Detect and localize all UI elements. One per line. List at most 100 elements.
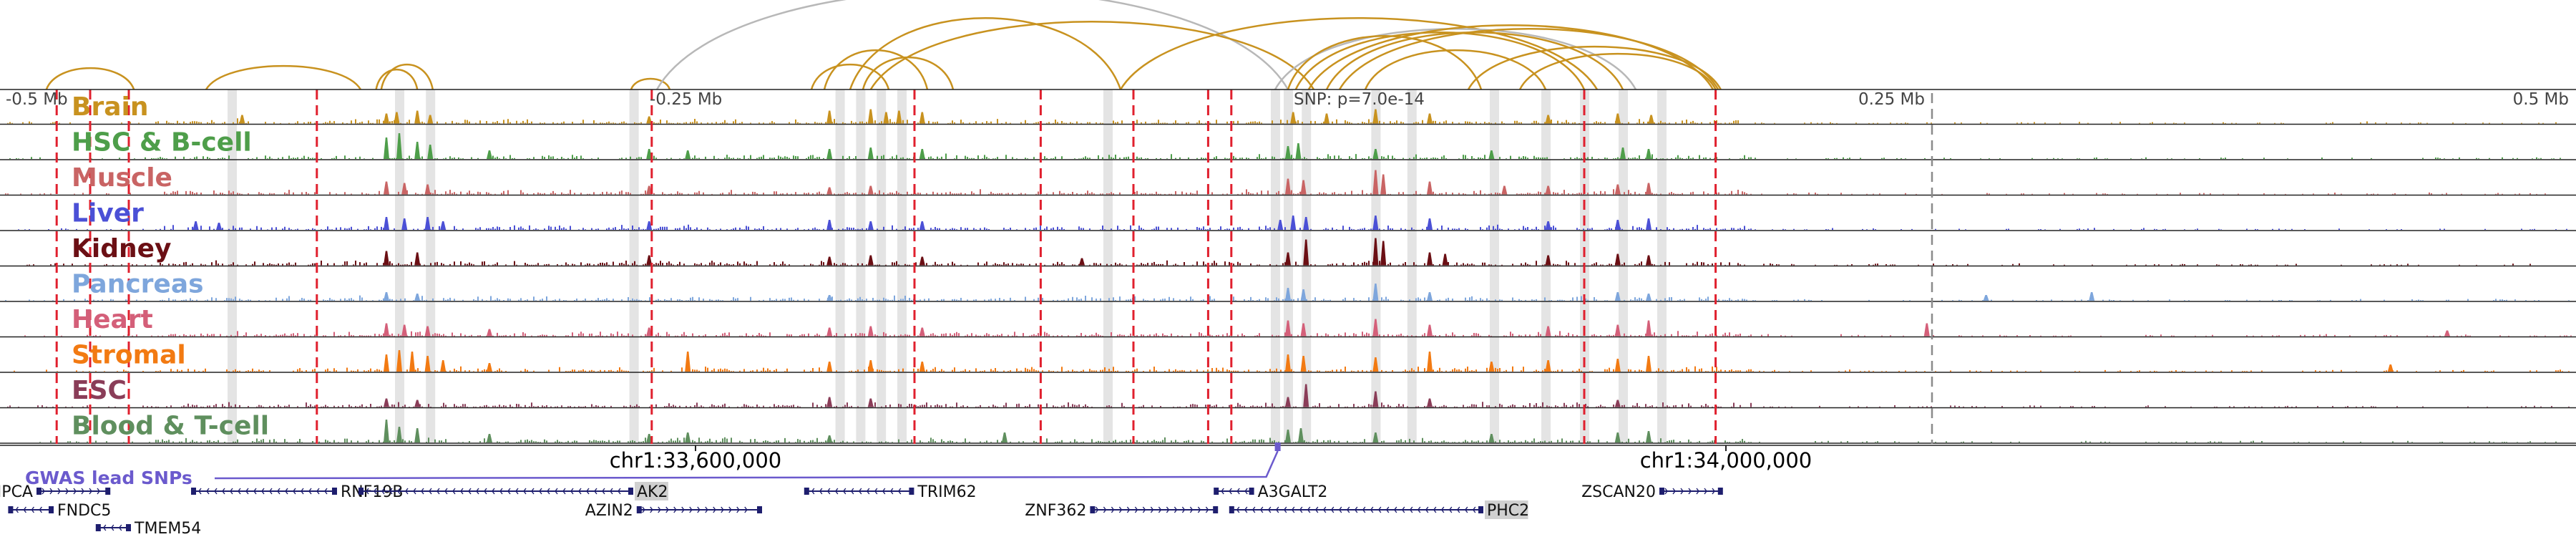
signal-peak	[1285, 354, 1291, 372]
loops-layer	[45, 0, 1722, 90]
signal-peak	[394, 112, 400, 124]
signal-peak	[1501, 185, 1508, 195]
signal-peak	[1380, 174, 1387, 195]
signal-peak	[1442, 253, 1448, 266]
signal-peak	[414, 400, 421, 407]
gene-exon	[1214, 488, 1219, 495]
highlight-band	[835, 90, 845, 444]
track-signal	[7, 402, 2570, 407]
gene-label: HPCA	[0, 483, 33, 501]
signal-peak	[685, 432, 691, 442]
signal-peak	[1298, 428, 1304, 442]
signal-peak	[685, 150, 691, 159]
loop-arc	[1119, 17, 1599, 90]
signal-peak	[2444, 330, 2450, 337]
highlight-band	[228, 90, 237, 444]
gene-label: ZNF362	[1025, 502, 1086, 520]
signal-peak	[440, 360, 447, 372]
signal-peak	[1545, 185, 1551, 195]
signal-peak	[2387, 364, 2394, 372]
gene-exon	[358, 488, 364, 495]
loop-arc	[823, 49, 929, 90]
highlight-band	[897, 90, 907, 444]
track-label: Liver	[72, 199, 144, 228]
loop-arc	[380, 64, 434, 90]
signal-peak	[883, 112, 889, 124]
highlight-band	[1271, 90, 1280, 444]
track-kidney	[0, 238, 2576, 267]
signal-peak	[867, 147, 874, 159]
signal-peak	[401, 218, 408, 230]
signal-peak	[1614, 220, 1621, 230]
signal-peak	[1285, 252, 1291, 266]
signal-peak	[1646, 255, 1652, 266]
highlight-band	[1284, 90, 1293, 444]
signal-peak	[1614, 184, 1621, 195]
gene-hpca: HPCA	[0, 483, 111, 501]
signal-peak	[384, 323, 389, 337]
strand-arrows	[102, 524, 122, 531]
signal-peak	[487, 329, 492, 337]
gene-highlight	[1485, 500, 1528, 519]
gene-exon	[804, 488, 809, 495]
track-brain	[0, 109, 2576, 125]
signal-peak	[1372, 391, 1379, 407]
signal-peak	[867, 185, 874, 195]
loop-arc	[862, 57, 955, 90]
gene-label: TRIM62	[917, 483, 976, 501]
gene-znf362: ZNF362	[1025, 502, 1219, 520]
loop-arc	[630, 77, 671, 90]
signal-peak	[1614, 324, 1621, 337]
loop-arc	[1518, 53, 1717, 90]
signal-peak	[1303, 384, 1309, 407]
signal-peak	[826, 435, 833, 442]
track-label: ESC	[72, 376, 127, 405]
highlight-band	[1541, 90, 1551, 444]
signal-peak	[1079, 258, 1085, 266]
signal-peak	[1372, 109, 1379, 124]
gwas-label: GWAS lead SNPs	[25, 468, 192, 488]
signal-peak	[1324, 113, 1330, 124]
signal-peak	[919, 256, 925, 266]
gene-exon	[1478, 506, 1483, 513]
signal-peak	[1372, 149, 1379, 159]
gwas-connector	[214, 450, 1279, 480]
highlight-layer	[228, 90, 1667, 444]
signal-peak	[646, 255, 653, 266]
signal-peak	[826, 220, 833, 230]
signal-peak	[646, 434, 653, 442]
gene-exon	[1249, 488, 1254, 495]
signal-peak	[1303, 239, 1309, 266]
signal-peak	[1427, 352, 1433, 372]
track-label: HSC & B-cell	[72, 128, 252, 158]
loop-arc	[849, 17, 1122, 90]
signal-peak	[1285, 430, 1291, 442]
loop-arc	[205, 64, 362, 90]
strand-arrows	[642, 506, 748, 513]
signal-peak	[919, 112, 925, 124]
signal-peak	[1646, 356, 1652, 372]
signal-peak	[2089, 292, 2095, 301]
signal-peak	[1646, 294, 1652, 301]
gwas-snp-marker	[1274, 442, 1281, 451]
gene-exon	[1717, 488, 1723, 495]
axis-layer: -0.5 Mb -0.25 Mb SNP: p=7.0e-14 0.25 Mb 0.5 …	[0, 89, 2576, 473]
signal-peak	[1372, 284, 1379, 301]
signal-peak	[1488, 434, 1495, 442]
track-signal	[7, 118, 2557, 124]
loop-arc	[375, 69, 419, 90]
signal-peak	[1427, 181, 1433, 195]
signal-peak	[1545, 221, 1551, 230]
signal-peak	[396, 350, 402, 372]
signal-peak	[867, 326, 874, 337]
signal-peak	[867, 360, 874, 372]
highlight-band	[856, 90, 866, 444]
signal-peak	[1427, 113, 1433, 124]
signal-peak	[1545, 115, 1551, 124]
signal-peak	[826, 149, 833, 159]
strand-arrows	[198, 488, 328, 495]
track-label: Heart	[72, 305, 153, 334]
track-signal	[5, 189, 2546, 195]
highlight-band	[1619, 90, 1628, 444]
highlight-band	[877, 90, 887, 444]
